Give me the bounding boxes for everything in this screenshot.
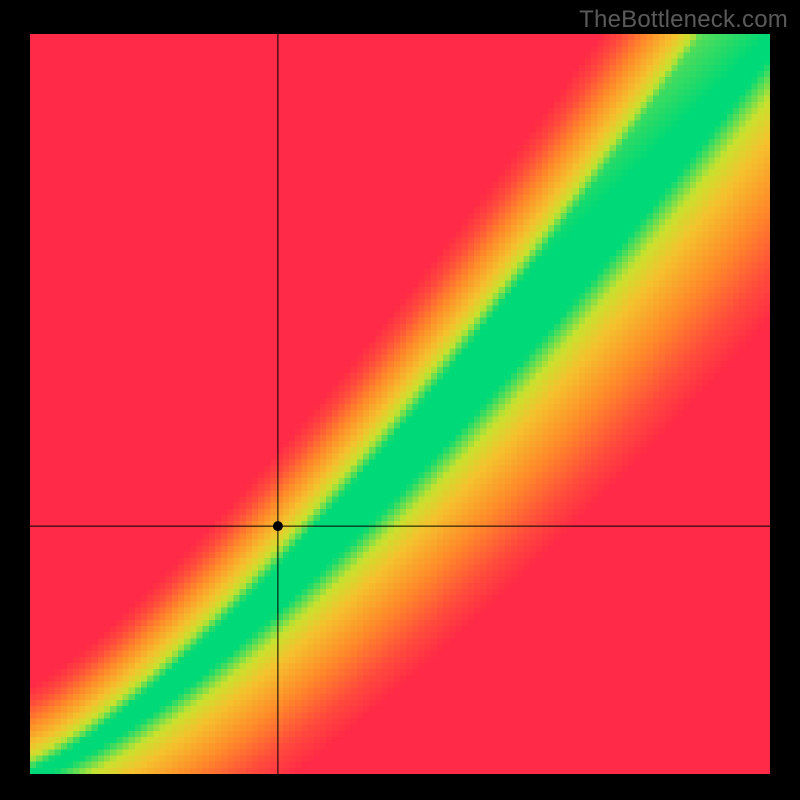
watermark-text: TheBottleneck.com [579,6,788,34]
bottleneck-heatmap [30,34,770,774]
plot-area [30,34,770,774]
chart-container: TheBottleneck.com [0,0,800,800]
